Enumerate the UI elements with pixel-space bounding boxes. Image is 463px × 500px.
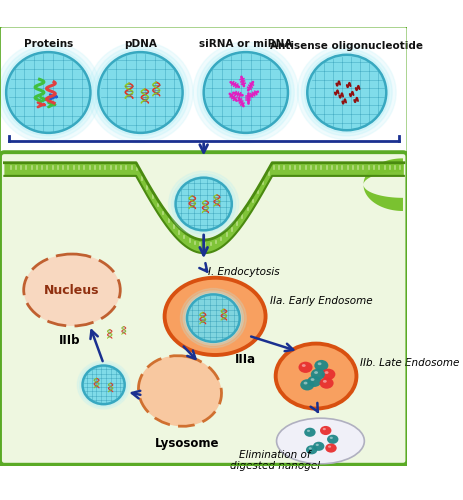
Ellipse shape	[203, 52, 288, 133]
FancyArrowPatch shape	[40, 98, 47, 102]
Ellipse shape	[164, 278, 265, 355]
Ellipse shape	[95, 50, 185, 136]
Ellipse shape	[82, 366, 125, 404]
Ellipse shape	[322, 380, 326, 382]
Ellipse shape	[304, 428, 315, 437]
Text: Antisense oligonucleotide: Antisense oligonucleotide	[270, 41, 422, 51]
Ellipse shape	[326, 434, 338, 444]
Ellipse shape	[79, 362, 127, 407]
Ellipse shape	[185, 293, 241, 344]
Ellipse shape	[300, 379, 313, 390]
Ellipse shape	[313, 371, 317, 374]
Ellipse shape	[307, 54, 386, 130]
Ellipse shape	[329, 436, 332, 439]
Ellipse shape	[81, 364, 126, 406]
Ellipse shape	[297, 46, 395, 140]
Ellipse shape	[197, 46, 294, 139]
Ellipse shape	[0, 46, 97, 139]
Ellipse shape	[303, 382, 307, 384]
Text: IIIa: IIIa	[234, 353, 255, 366]
Ellipse shape	[304, 52, 388, 133]
Ellipse shape	[319, 378, 333, 388]
FancyArrowPatch shape	[38, 102, 44, 107]
Ellipse shape	[200, 50, 290, 136]
Ellipse shape	[3, 50, 93, 136]
Text: I. Endocytosis: I. Endocytosis	[207, 267, 279, 277]
Ellipse shape	[310, 378, 314, 381]
Polygon shape	[4, 162, 403, 253]
Ellipse shape	[300, 49, 391, 136]
Text: Lysosome: Lysosome	[155, 436, 219, 450]
Ellipse shape	[168, 171, 238, 237]
FancyArrowPatch shape	[50, 94, 56, 99]
Ellipse shape	[183, 291, 243, 346]
Text: Nucleus: Nucleus	[44, 284, 100, 296]
Ellipse shape	[0, 42, 101, 143]
Ellipse shape	[317, 362, 321, 365]
Text: IIIb: IIIb	[58, 334, 80, 347]
Ellipse shape	[313, 360, 328, 371]
Ellipse shape	[92, 46, 188, 139]
Ellipse shape	[175, 178, 232, 231]
Ellipse shape	[306, 430, 309, 432]
Text: IIa. Early Endosome: IIa. Early Endosome	[269, 296, 371, 306]
Ellipse shape	[315, 444, 318, 446]
Polygon shape	[363, 158, 402, 211]
Ellipse shape	[171, 174, 236, 234]
Text: IIb. Late Endosome: IIb. Late Endosome	[359, 358, 458, 368]
Ellipse shape	[310, 368, 324, 380]
Text: pDNA: pDNA	[124, 38, 156, 48]
Ellipse shape	[321, 368, 335, 380]
Text: Elimination of
digested nanogel: Elimination of digested nanogel	[229, 450, 319, 471]
Ellipse shape	[193, 42, 298, 143]
Text: siRNA or miRNA: siRNA or miRNA	[199, 38, 292, 48]
FancyArrowPatch shape	[49, 102, 55, 107]
Ellipse shape	[308, 447, 311, 450]
Ellipse shape	[325, 444, 336, 452]
Ellipse shape	[313, 442, 324, 451]
Ellipse shape	[187, 294, 239, 342]
Ellipse shape	[98, 52, 182, 133]
Text: Proteins: Proteins	[24, 38, 73, 48]
Ellipse shape	[6, 52, 90, 133]
Ellipse shape	[180, 288, 246, 348]
Ellipse shape	[77, 360, 130, 409]
Ellipse shape	[298, 362, 312, 373]
Ellipse shape	[327, 446, 331, 448]
Ellipse shape	[138, 356, 221, 426]
Ellipse shape	[24, 254, 120, 326]
Ellipse shape	[322, 428, 325, 430]
Ellipse shape	[307, 376, 321, 387]
Ellipse shape	[173, 176, 233, 232]
Ellipse shape	[319, 426, 331, 435]
Ellipse shape	[305, 445, 317, 454]
FancyBboxPatch shape	[0, 152, 407, 464]
Ellipse shape	[276, 418, 363, 464]
Ellipse shape	[301, 364, 305, 367]
Ellipse shape	[275, 344, 356, 408]
Ellipse shape	[88, 42, 193, 143]
Ellipse shape	[324, 371, 328, 374]
